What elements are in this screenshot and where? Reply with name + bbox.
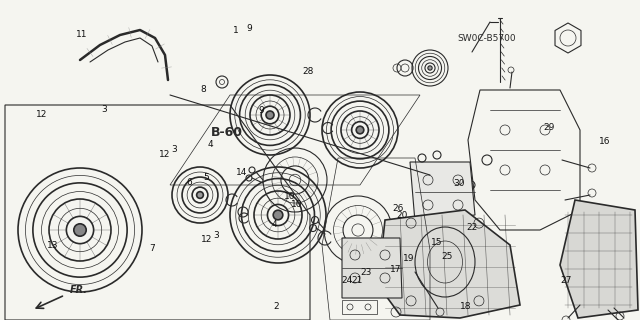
Text: 25: 25 [441,252,452,261]
Circle shape [428,66,432,70]
Polygon shape [560,200,638,318]
Circle shape [196,192,204,198]
Text: 28: 28 [303,67,314,76]
Circle shape [266,111,274,119]
Bar [342,300,377,314]
Text: 13: 13 [47,241,58,250]
Text: 9: 9 [259,106,264,115]
Text: B-60: B-60 [211,126,243,139]
Text: 26: 26 [392,204,404,213]
Text: 1: 1 [233,26,238,35]
Circle shape [74,224,86,236]
Text: 5: 5 [204,173,209,182]
Text: 14: 14 [236,168,248,177]
Text: 20: 20 [396,211,408,220]
Polygon shape [410,162,475,222]
Text: 2: 2 [274,302,279,311]
Text: 12: 12 [36,110,47,119]
Text: 3: 3 [102,105,107,114]
Text: 15: 15 [431,238,442,247]
Text: 11: 11 [76,30,88,39]
Text: 24: 24 [341,276,353,285]
Text: 19: 19 [403,254,414,263]
Polygon shape [378,210,520,318]
Text: 8: 8 [201,85,206,94]
Text: 4: 4 [207,140,212,149]
Text: 22: 22 [467,223,478,232]
Text: 3: 3 [172,145,177,154]
Text: 12: 12 [159,150,171,159]
Text: 16: 16 [599,137,611,146]
Text: 17: 17 [390,265,401,274]
Text: 7: 7 [150,244,155,252]
Text: 6: 6 [186,178,191,187]
Text: 21: 21 [351,276,363,285]
Text: 10: 10 [291,200,303,209]
Text: SW0C-B5700: SW0C-B5700 [457,34,516,43]
Text: 12: 12 [201,235,212,244]
Text: FR.: FR. [70,285,88,295]
Text: 29: 29 [543,123,555,132]
Circle shape [356,126,364,134]
Text: 27: 27 [561,276,572,285]
Text: 3: 3 [214,231,219,240]
Text: 30: 30 [454,179,465,188]
Text: 23: 23 [360,268,372,277]
Circle shape [273,210,283,220]
Polygon shape [342,238,402,298]
Text: 18: 18 [460,302,472,311]
Text: 10: 10 [284,192,295,201]
Text: 4: 4 [271,220,276,228]
Text: 9: 9 [247,24,252,33]
